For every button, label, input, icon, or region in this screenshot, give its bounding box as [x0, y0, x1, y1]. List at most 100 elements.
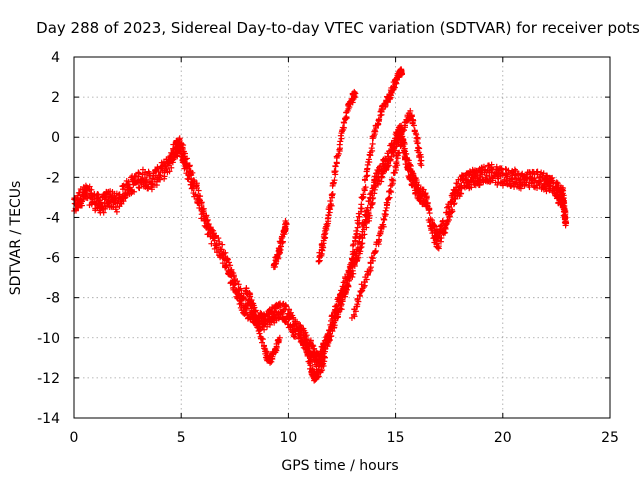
data-point	[335, 311, 342, 318]
data-point	[394, 162, 401, 169]
data-point	[247, 293, 254, 300]
data-point	[297, 322, 304, 329]
y-tick-label: -2	[46, 170, 60, 186]
data-point	[432, 223, 439, 230]
data-point	[342, 115, 349, 122]
data-point	[406, 161, 413, 168]
data-point	[388, 92, 395, 99]
data-point	[363, 224, 370, 231]
data-point	[234, 278, 241, 285]
data-point	[202, 213, 209, 220]
data-point	[364, 270, 371, 277]
data-point	[224, 256, 231, 263]
data-point	[434, 244, 441, 251]
data-point	[375, 116, 382, 123]
data-point	[361, 176, 368, 183]
data-point	[302, 340, 309, 347]
data-point	[330, 180, 337, 187]
data-point	[301, 327, 308, 334]
data-point	[403, 150, 410, 157]
data-point	[283, 220, 290, 227]
data-point	[168, 164, 175, 171]
data-point	[320, 240, 327, 247]
data-point	[149, 175, 156, 182]
data-point	[339, 124, 346, 131]
data-point	[351, 90, 358, 97]
data-point	[451, 200, 458, 207]
data-point	[382, 211, 389, 218]
axis-ticks: 0 5 10 15 20 25 -14 -12 -10 -8 -6 -4 -2 0 2 4	[37, 50, 619, 446]
data-point	[400, 126, 407, 133]
data-point	[359, 240, 366, 247]
data-point	[199, 209, 206, 216]
data-point	[381, 216, 388, 223]
data-point	[499, 170, 506, 177]
data-point	[148, 186, 155, 193]
data-point	[410, 122, 417, 129]
data-point	[414, 139, 421, 146]
x-tick-label: 0	[70, 430, 79, 446]
data-point	[375, 239, 382, 246]
data-point	[364, 172, 371, 179]
data-point	[223, 255, 230, 262]
y-tick-label: -10	[37, 331, 60, 347]
data-point	[387, 187, 394, 194]
x-tick-label: 15	[387, 430, 405, 446]
data-point	[204, 216, 211, 223]
data-point	[450, 201, 457, 208]
data-point	[371, 127, 378, 134]
data-points	[71, 66, 570, 384]
data-point	[324, 343, 331, 350]
data-point	[250, 302, 257, 309]
data-point	[349, 248, 356, 255]
data-point	[399, 70, 406, 77]
data-point	[392, 167, 399, 174]
data-point	[338, 135, 345, 142]
y-tick-label: 2	[51, 90, 60, 106]
y-tick-label: -14	[37, 411, 60, 427]
data-point	[227, 262, 234, 269]
data-point	[216, 240, 223, 247]
data-point	[120, 182, 127, 189]
data-point	[178, 141, 185, 148]
data-point	[534, 168, 541, 175]
data-point	[310, 343, 317, 350]
data-point	[356, 221, 363, 228]
data-point	[499, 182, 506, 189]
data-point	[348, 255, 355, 262]
data-point	[408, 112, 415, 119]
data-point	[365, 156, 372, 163]
data-point	[154, 164, 161, 171]
data-point	[397, 138, 404, 145]
data-point	[325, 212, 332, 219]
data-point	[301, 339, 308, 346]
data-point	[387, 157, 394, 164]
data-point	[327, 201, 334, 208]
data-point	[276, 334, 283, 341]
data-point	[369, 140, 376, 147]
data-point	[401, 122, 408, 129]
data-point	[321, 348, 328, 355]
data-point	[195, 187, 202, 194]
data-point	[354, 217, 361, 224]
data-point	[429, 217, 436, 224]
data-point	[261, 345, 268, 352]
data-point	[374, 181, 381, 188]
x-axis-label: GPS time / hours	[281, 458, 398, 474]
data-point	[368, 254, 375, 261]
data-point	[364, 166, 371, 173]
data-point	[441, 225, 448, 232]
x-tick-label: 25	[601, 430, 619, 446]
grid	[73, 56, 611, 419]
data-point	[208, 226, 215, 233]
data-point	[189, 169, 196, 176]
data-point	[259, 336, 266, 343]
data-point	[353, 227, 360, 234]
data-point	[74, 192, 81, 199]
data-point	[375, 236, 382, 243]
data-point	[372, 247, 379, 254]
data-point	[307, 362, 314, 369]
data-point	[350, 241, 357, 248]
data-point	[243, 305, 250, 312]
